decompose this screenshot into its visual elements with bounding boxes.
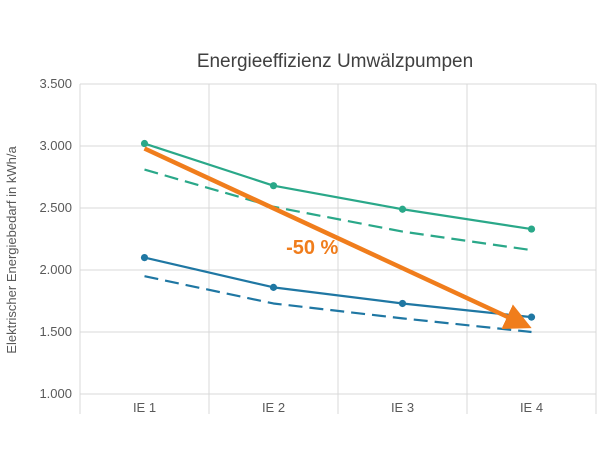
tick-labels: 1.000 1.500 2.000 2.500 3.000 3.500 IE 1 IE 2 IE… bbox=[39, 76, 543, 415]
y-axis-label: Elektrischer Energiebedarf in kWh/a bbox=[4, 146, 19, 354]
chart-title: Energieeffizienz Umwälzpumpen bbox=[197, 51, 473, 72]
y-tick-label: 2.000 bbox=[39, 262, 72, 277]
data-point-green-solid bbox=[269, 182, 278, 190]
data-point-blue-solid bbox=[269, 283, 278, 291]
data-point-blue-solid bbox=[140, 254, 149, 262]
y-tick-label: 1.500 bbox=[39, 324, 72, 339]
data-point-green-solid bbox=[527, 225, 536, 233]
x-tick-label: IE 2 bbox=[262, 400, 285, 415]
y-tick-label: 1.000 bbox=[39, 386, 72, 401]
data-point-green-solid bbox=[140, 139, 149, 148]
x-tick-label: IE 1 bbox=[133, 400, 156, 415]
x-tick-label: IE 3 bbox=[391, 400, 414, 415]
grid bbox=[79, 83, 597, 414]
y-tick-label: 2.500 bbox=[39, 200, 72, 215]
data-point-blue-solid bbox=[398, 299, 407, 308]
y-tick-label: 3.000 bbox=[39, 138, 72, 153]
data-point-blue-solid bbox=[527, 313, 536, 321]
series-line-green-dashed bbox=[144, 168, 532, 252]
x-tick-label: IE 4 bbox=[520, 400, 543, 415]
series-line-blue-solid bbox=[144, 256, 532, 319]
series-line-blue-dashed bbox=[144, 275, 532, 334]
series-line-green-solid bbox=[144, 142, 532, 231]
y-tick-label: 3.500 bbox=[39, 76, 72, 91]
series-group bbox=[140, 139, 536, 334]
annotation-group: -50 % bbox=[143, 146, 532, 329]
data-point-green-solid bbox=[398, 205, 407, 213]
reduction-label: -50 % bbox=[286, 237, 338, 259]
reduction-arrow bbox=[143, 146, 532, 329]
